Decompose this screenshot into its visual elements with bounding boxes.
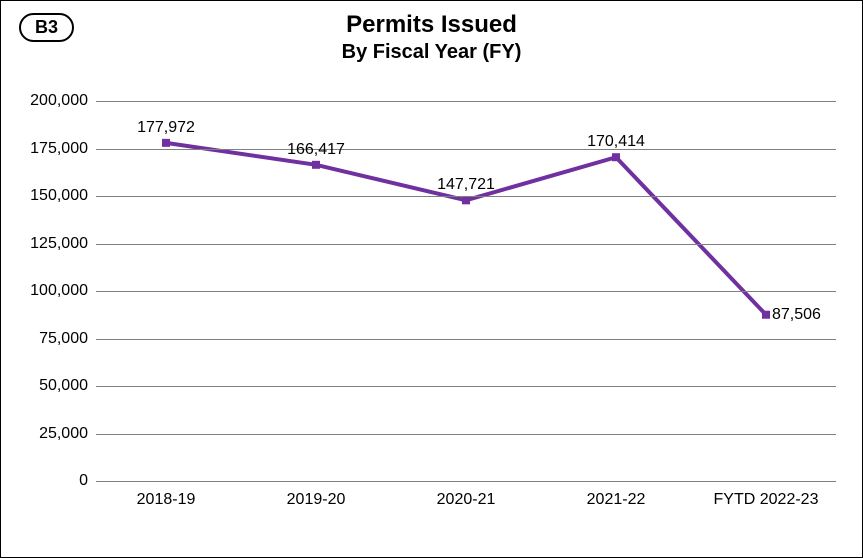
y-axis-label: 0	[79, 472, 88, 490]
gridline	[96, 386, 836, 387]
data-label: 87,506	[772, 306, 821, 324]
gridline	[96, 339, 836, 340]
chart-container: B3 Permits Issued By Fiscal Year (FY) 02…	[0, 0, 863, 558]
gridline	[96, 434, 836, 435]
y-axis-label: 150,000	[30, 187, 88, 205]
data-marker	[612, 153, 620, 161]
y-axis-label: 125,000	[30, 235, 88, 253]
x-axis-label: 2019-20	[287, 491, 346, 509]
chart-title: Permits Issued	[1, 11, 862, 39]
x-axis-label: 2020-21	[437, 491, 496, 509]
y-axis-label: 100,000	[30, 282, 88, 300]
y-axis-label: 200,000	[30, 92, 88, 110]
data-marker	[462, 196, 470, 204]
data-label: 177,972	[137, 119, 195, 137]
y-axis-label: 50,000	[39, 377, 88, 395]
gridline	[96, 244, 836, 245]
data-line	[166, 143, 766, 315]
gridline	[96, 481, 836, 482]
y-axis-label: 175,000	[30, 140, 88, 158]
plot-area: 025,00050,00075,000100,000125,000150,000…	[96, 101, 836, 481]
data-label: 170,414	[587, 133, 645, 151]
gridline	[96, 101, 836, 102]
data-marker	[312, 161, 320, 169]
y-axis-label: 25,000	[39, 425, 88, 443]
data-marker	[162, 139, 170, 147]
y-axis-label: 75,000	[39, 330, 88, 348]
x-axis-label: 2021-22	[587, 491, 646, 509]
data-label: 166,417	[287, 141, 345, 159]
x-axis-label: 2018-19	[137, 491, 196, 509]
gridline	[96, 149, 836, 150]
x-axis-label: FYTD 2022-23	[714, 491, 819, 509]
gridline	[96, 291, 836, 292]
data-label: 147,721	[437, 176, 495, 194]
gridline	[96, 196, 836, 197]
data-marker	[762, 311, 770, 319]
title-block: Permits Issued By Fiscal Year (FY)	[1, 1, 862, 64]
chart-subtitle: By Fiscal Year (FY)	[1, 41, 862, 64]
chart-badge: B3	[19, 13, 74, 42]
